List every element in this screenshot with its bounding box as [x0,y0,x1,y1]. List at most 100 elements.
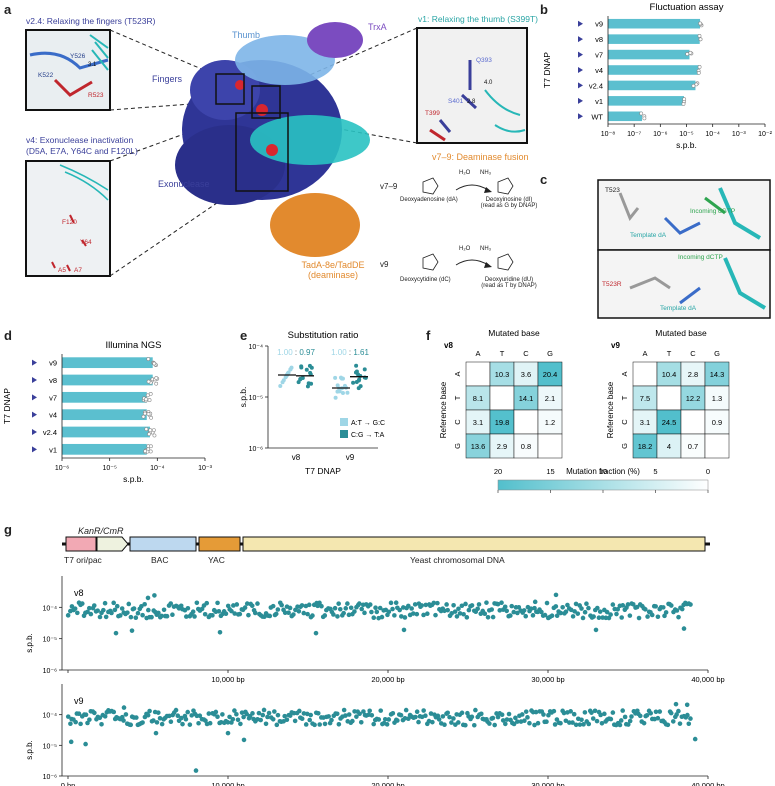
g-data-point [393,600,399,605]
g-data-point [614,611,619,617]
f-cell-value: 3.6 [521,370,531,379]
d-y-axis-label: T7 DNAP [2,388,12,424]
g-data-point [145,595,151,601]
g-data-point [674,712,679,717]
g-data-point [68,739,74,745]
g-data-point [319,603,324,609]
g-data-point [159,721,165,727]
f-matrix-name: v9 [611,341,620,350]
b-variant-glyph [578,20,583,27]
g-data-point [185,605,191,611]
g-data-point [542,612,548,618]
d-replicate-dot [152,361,157,366]
g-data-point [258,717,264,723]
panel-c-structures [597,179,771,319]
g-data-point [565,602,570,608]
g-data-point [686,721,692,727]
residue-a5: A5 [58,267,66,274]
g-data-point [76,711,82,717]
g-data-point [119,606,125,611]
callout-connectors [109,27,418,277]
g-x-tick-label: 0 bp [61,781,76,786]
e-data-point [307,363,312,368]
g-data-point [469,714,475,720]
d-replicate-dot [146,379,151,384]
g-data-point [225,720,231,725]
g-data-point [102,600,108,606]
g-data-point [145,712,151,718]
g-data-point [516,604,522,610]
g-data-point [502,604,508,610]
label-da: Deoxyadenosine (dA) [400,197,458,203]
residue-s401: S401 [448,98,464,105]
e-data-point [338,375,343,380]
g-data-point [482,611,488,616]
g-data-point [532,722,537,728]
gene-kanr [96,536,129,552]
g-data-point [334,711,340,717]
f-heatmap-cell [465,433,491,459]
g-data-point [506,711,512,717]
g-x-tick-label: 40,000 bp [691,675,724,684]
d-variant-glyph [32,446,37,453]
g-data-point [513,715,518,721]
g-data-point [416,719,421,725]
domain-fingers: Fingers [152,74,183,84]
f-column-label: G [547,349,553,358]
distance-28: 2.8 [467,99,476,105]
g-data-point [227,714,232,720]
g-data-point [187,722,193,727]
b-bar [608,96,684,106]
panel-label-d: d [4,328,12,343]
b-variant-glyph [578,67,583,73]
g-data-point [192,614,197,619]
d-category-label: v8 [49,376,57,385]
f-cell-value: 18.2 [638,442,653,451]
g-data-point [194,600,200,606]
g-data-point [591,614,596,619]
g-data-point [431,600,437,606]
gene-yeast [242,536,706,552]
g-data-point [674,608,680,613]
d-category-label: v7 [49,393,57,402]
f-cell-value: 2.9 [497,442,507,451]
g-data-point [523,709,529,714]
g-data-point [563,609,569,614]
g-data-point [362,610,367,616]
domain-exonuclease: Exonuclease [158,179,210,189]
g-data-point [570,720,575,725]
gene-t7-ori [65,536,97,552]
g-data-point [267,613,273,619]
f-heatmap-cell [632,361,658,387]
g-data-point [358,719,364,725]
g-data-point [676,614,681,620]
g-data-point [515,610,520,616]
g-data-point [109,610,114,616]
b-category-label: v4 [595,66,603,75]
e-y-tick-label: 10⁻⁶ [249,446,263,453]
d-variant-glyph [32,377,37,383]
f-legend-tick-label: 10 [599,467,607,476]
f-heatmap-cell [656,433,682,459]
f-cell-value: 19.8 [495,418,510,427]
b-x-tick-label: 10⁻⁸ [601,131,615,138]
b-category-label: v7 [595,51,603,60]
g-data-point [128,722,134,728]
g-data-point [499,600,504,606]
g-data-point [282,610,288,616]
g-data-point [215,600,220,606]
g-data-point [312,722,317,728]
b-variant-glyph [578,36,583,43]
domain-thumb: Thumb [232,30,261,40]
g-data-point [456,720,461,725]
g-data-point [552,722,558,727]
g-data-point [499,712,505,717]
g-data-point [250,711,255,716]
g-data-point [234,711,239,717]
b-variant-glyph [578,51,583,58]
g-data-point [615,606,621,612]
b-replicate-dot [697,34,702,38]
f-cell-value: 20.4 [543,370,558,379]
g-data-point [558,720,563,726]
f-heatmap-cell [537,409,563,435]
